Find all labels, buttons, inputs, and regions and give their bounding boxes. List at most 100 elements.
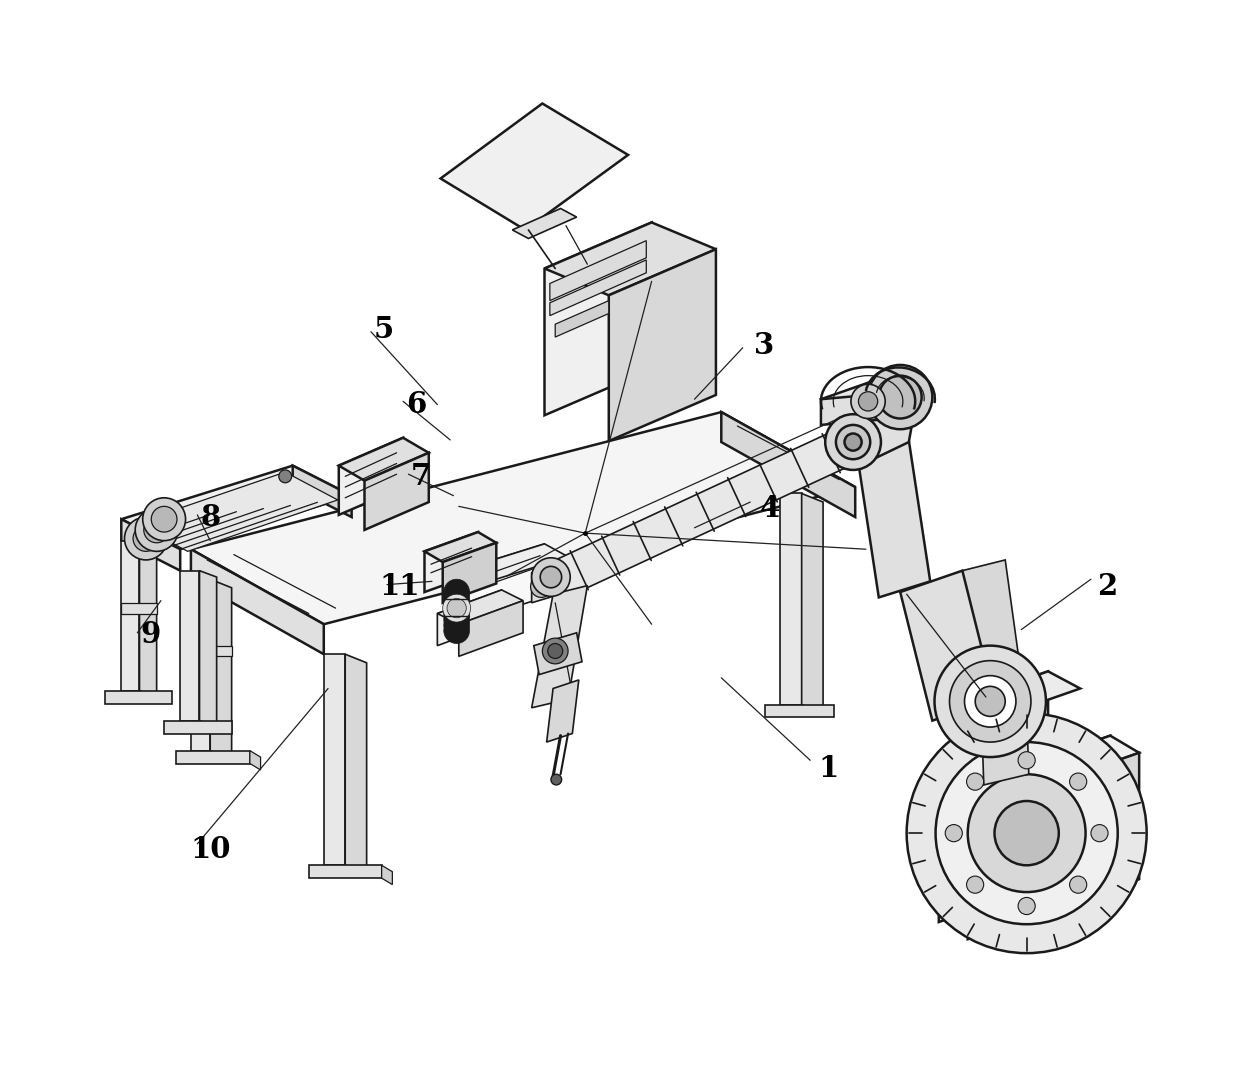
Polygon shape: [121, 465, 352, 549]
Polygon shape: [191, 579, 211, 751]
Circle shape: [975, 686, 1005, 716]
Text: 1: 1: [818, 754, 839, 783]
Polygon shape: [555, 300, 608, 337]
Circle shape: [878, 376, 922, 419]
Polygon shape: [821, 391, 917, 425]
Polygon shape: [781, 493, 802, 704]
Polygon shape: [458, 544, 567, 584]
Circle shape: [934, 645, 1046, 757]
Circle shape: [444, 606, 470, 632]
Polygon shape: [164, 721, 232, 733]
Circle shape: [124, 517, 167, 560]
Polygon shape: [548, 424, 864, 599]
Polygon shape: [963, 671, 1080, 718]
Polygon shape: [338, 437, 429, 480]
Polygon shape: [766, 704, 834, 717]
Text: 11: 11: [379, 572, 420, 601]
Circle shape: [1069, 773, 1087, 791]
Polygon shape: [802, 493, 823, 713]
Polygon shape: [855, 426, 930, 598]
Text: 8: 8: [199, 503, 221, 532]
Polygon shape: [939, 736, 1110, 922]
Circle shape: [530, 576, 553, 598]
Circle shape: [1018, 897, 1036, 914]
Circle shape: [825, 415, 881, 470]
Polygon shape: [382, 865, 393, 884]
Circle shape: [444, 596, 470, 621]
Polygon shape: [425, 532, 497, 562]
Polygon shape: [191, 645, 232, 656]
Polygon shape: [191, 412, 855, 625]
Circle shape: [540, 567, 561, 588]
Circle shape: [444, 613, 470, 638]
Polygon shape: [292, 465, 352, 517]
Polygon shape: [437, 590, 523, 625]
Circle shape: [142, 498, 186, 541]
Circle shape: [851, 384, 885, 419]
Circle shape: [1090, 825, 1108, 842]
Circle shape: [966, 773, 984, 791]
Circle shape: [442, 595, 471, 623]
Circle shape: [966, 876, 984, 893]
Circle shape: [532, 558, 570, 597]
Circle shape: [444, 585, 470, 611]
Circle shape: [543, 639, 567, 663]
Polygon shape: [532, 586, 587, 708]
Polygon shape: [191, 549, 323, 654]
Circle shape: [869, 365, 933, 430]
Text: 2: 2: [1097, 572, 1118, 601]
Polygon shape: [550, 260, 647, 316]
Polygon shape: [532, 560, 575, 603]
Circle shape: [133, 526, 159, 551]
Polygon shape: [457, 118, 613, 222]
Polygon shape: [338, 437, 403, 515]
Circle shape: [1018, 752, 1036, 769]
Polygon shape: [458, 601, 523, 656]
Polygon shape: [550, 240, 647, 300]
Polygon shape: [963, 560, 1025, 710]
Circle shape: [836, 425, 870, 459]
Polygon shape: [323, 654, 346, 865]
Polygon shape: [211, 579, 232, 759]
Text: 10: 10: [190, 835, 230, 864]
Polygon shape: [121, 519, 180, 571]
Circle shape: [444, 579, 470, 605]
Text: 6: 6: [405, 390, 426, 419]
Circle shape: [859, 392, 877, 411]
Circle shape: [447, 599, 466, 618]
Polygon shape: [121, 603, 156, 614]
Polygon shape: [180, 571, 199, 721]
Polygon shape: [721, 412, 855, 517]
Circle shape: [444, 590, 470, 616]
Circle shape: [151, 506, 177, 532]
Polygon shape: [140, 541, 156, 697]
Text: 9: 9: [140, 620, 160, 649]
Circle shape: [964, 675, 1016, 727]
Polygon shape: [534, 633, 582, 674]
Polygon shape: [513, 209, 576, 238]
Text: 5: 5: [374, 316, 394, 344]
Polygon shape: [821, 369, 917, 421]
Polygon shape: [939, 802, 1110, 887]
Polygon shape: [441, 103, 628, 229]
Polygon shape: [364, 452, 429, 530]
Polygon shape: [544, 223, 716, 295]
Circle shape: [444, 601, 470, 627]
Circle shape: [845, 434, 861, 450]
Polygon shape: [939, 736, 1139, 813]
Polygon shape: [449, 110, 620, 220]
Polygon shape: [199, 571, 217, 727]
Polygon shape: [425, 532, 478, 592]
Polygon shape: [442, 543, 497, 603]
Circle shape: [935, 742, 1118, 924]
Text: 4: 4: [760, 494, 779, 523]
Circle shape: [548, 570, 569, 591]
Polygon shape: [176, 751, 250, 764]
Polygon shape: [121, 541, 140, 690]
Polygon shape: [135, 472, 338, 551]
Polygon shape: [546, 680, 579, 742]
Circle shape: [995, 801, 1059, 865]
Circle shape: [551, 774, 561, 785]
Circle shape: [945, 825, 963, 842]
Circle shape: [949, 660, 1031, 742]
